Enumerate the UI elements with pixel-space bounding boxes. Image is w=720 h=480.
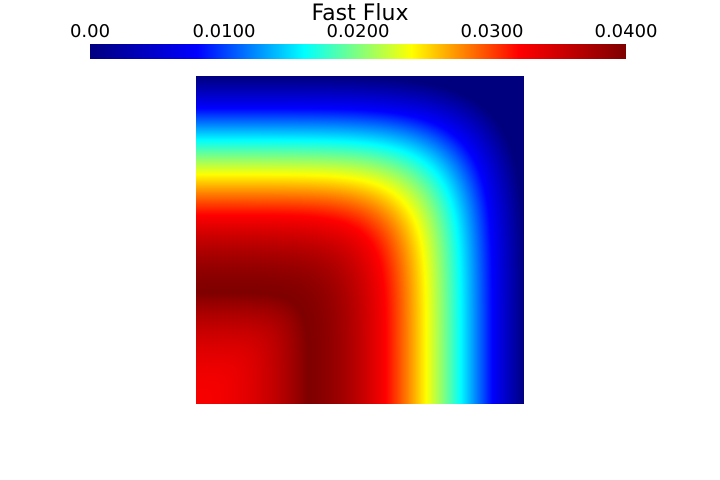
colorbar-tick-label: 0.0100: [192, 21, 256, 42]
colorbar-gradient: [90, 44, 626, 59]
colorbar-tick-label: 0.00: [69, 21, 111, 42]
colorbar-tick-label: 0.0300: [460, 21, 524, 42]
flux-heatmap: [196, 76, 524, 404]
colorbar-title: Fast Flux: [311, 1, 409, 26]
colorbar-tick-label: 0.0400: [594, 21, 658, 42]
colorbar-tick-label: 0.0200: [326, 21, 390, 42]
